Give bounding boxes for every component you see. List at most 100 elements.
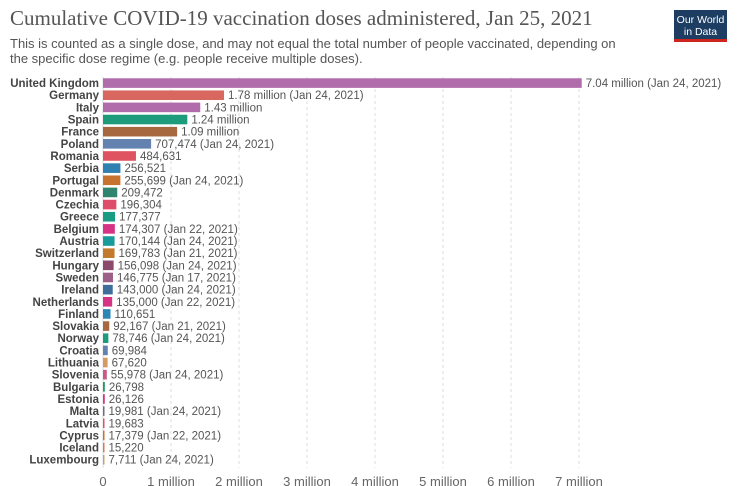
bar-value-label: 146,775 (Jan 17, 2021)	[117, 272, 236, 284]
bar-category-label: Serbia	[64, 163, 100, 175]
bar[interactable]	[103, 224, 115, 234]
bar-row[interactable]: Croatia 69,984	[59, 345, 147, 357]
bar[interactable]	[103, 442, 105, 453]
bar-value-label: 15,220	[109, 443, 144, 455]
bar-value-label: 26,798	[109, 382, 144, 394]
bar[interactable]	[103, 260, 114, 271]
bar-category-label: Italy	[76, 102, 100, 114]
bar-value-label: 484,631	[140, 151, 182, 163]
bar-value-label: 196,304	[120, 200, 162, 212]
bar[interactable]	[103, 102, 201, 113]
logo-line-1: Our World	[676, 14, 725, 26]
bar-row[interactable]: Romania 484,631	[50, 151, 181, 163]
bar-category-label: Austria	[59, 236, 99, 248]
bar-row[interactable]: Sweden 146,775 (Jan 17, 2021)	[56, 272, 237, 284]
bar-row[interactable]: Portugal 255,699 (Jan 24, 2021)	[52, 175, 243, 187]
bar[interactable]	[103, 211, 116, 222]
bar-row[interactable]: Malta 19,981 (Jan 24, 2021)	[70, 406, 222, 418]
bar[interactable]	[103, 175, 121, 186]
bar-category-label: Luxembourg	[29, 455, 99, 467]
bar[interactable]	[103, 236, 115, 246]
bar-row[interactable]: Cyprus 17,379 (Jan 22, 2021)	[59, 430, 221, 442]
owid-logo[interactable]: Our World in Data	[674, 10, 727, 42]
bar-value-label: 177,377	[119, 212, 161, 224]
bar-row[interactable]: Denmark 209,472	[50, 187, 163, 199]
bar[interactable]	[103, 248, 115, 258]
bar[interactable]	[103, 126, 178, 137]
bar-row[interactable]: Spain 1.24 million	[68, 115, 250, 127]
bar[interactable]	[103, 345, 108, 356]
x-tick-label-2: 2 million	[215, 474, 263, 486]
bar[interactable]	[103, 382, 105, 392]
bar[interactable]	[103, 78, 582, 88]
bar[interactable]	[103, 151, 136, 161]
bar[interactable]	[103, 139, 152, 149]
bar-row[interactable]: Norway 78,746 (Jan 24, 2021)	[57, 333, 225, 345]
bar-row[interactable]: Slovakia 92,167 (Jan 21, 2021)	[52, 321, 226, 333]
bar-value-label: 17,379 (Jan 22, 2021)	[109, 430, 222, 442]
bar[interactable]	[103, 333, 109, 344]
bar[interactable]	[103, 418, 105, 429]
bar-value-label: 156,098 (Jan 24, 2021)	[118, 260, 237, 272]
bar-row[interactable]: Luxembourg 7,711 (Jan 24, 2021)	[29, 455, 214, 467]
bar-row[interactable]: Hungary 156,098 (Jan 24, 2021)	[52, 260, 236, 272]
bar-row[interactable]: Ireland 143,000 (Jan 24, 2021)	[61, 285, 236, 297]
bar-row[interactable]: Austria 170,144 (Jan 24, 2021)	[59, 236, 237, 248]
bar[interactable]	[103, 199, 117, 210]
x-tick-label-5: 5 million	[419, 474, 467, 486]
bar[interactable]	[103, 296, 113, 307]
bar-category-label: Ireland	[61, 285, 99, 297]
bar-row[interactable]: Czechia 196,304	[56, 200, 163, 212]
bar-value-label: 78,746 (Jan 24, 2021)	[112, 333, 225, 345]
bar[interactable]	[103, 357, 108, 368]
bar[interactable]	[103, 272, 113, 283]
bar-row[interactable]: Latvia 19,683	[66, 418, 144, 430]
bar-category-label: Cyprus	[59, 430, 99, 442]
chart-title: Cumulative COVID-19 vaccination doses ad…	[10, 6, 593, 30]
bar[interactable]	[103, 394, 105, 404]
bar-row[interactable]: Estonia 26,126	[57, 394, 144, 406]
bar-row[interactable]: Belgium 174,307 (Jan 22, 2021)	[54, 224, 238, 236]
bar[interactable]	[103, 309, 111, 319]
bar-row[interactable]: France 1.09 million	[61, 127, 239, 139]
bar-value-label: 67,620	[112, 358, 147, 370]
bar-row[interactable]: Finland 110,651	[58, 309, 155, 321]
bar[interactable]	[103, 406, 105, 416]
bar-category-label: France	[61, 127, 99, 139]
bar-row[interactable]: Italy 1.43 million	[76, 102, 262, 114]
bar[interactable]	[103, 187, 118, 198]
bar[interactable]	[103, 454, 105, 465]
bar-value-label: 7.04 million (Jan 24, 2021)	[586, 78, 722, 90]
bar[interactable]	[103, 163, 121, 173]
bar-category-label: Lithuania	[48, 358, 100, 370]
bar-category-label: Greece	[60, 212, 99, 224]
bar-row[interactable]: Serbia 256,521	[64, 163, 166, 175]
bar-row[interactable]: Bulgaria 26,798	[53, 382, 144, 394]
bar-value-label: 135,000 (Jan 22, 2021)	[116, 297, 235, 309]
bar-row[interactable]: Lithuania 67,620	[48, 358, 147, 370]
bar-category-label: Switzerland	[35, 248, 99, 260]
bar-row[interactable]: Netherlands 135,000 (Jan 22, 2021)	[33, 297, 236, 309]
bar[interactable]	[103, 284, 113, 295]
bar-row[interactable]: Poland 707,474 (Jan 24, 2021)	[61, 139, 275, 151]
bar-category-label: Iceland	[59, 443, 99, 455]
bar[interactable]	[103, 430, 105, 441]
bar-row[interactable]: Iceland 15,220	[59, 443, 143, 455]
bar-row[interactable]: Slovenia 55,978 (Jan 24, 2021)	[52, 370, 224, 382]
bar[interactable]	[103, 321, 110, 331]
bar-category-label: Denmark	[50, 187, 100, 199]
bar-category-label: Belgium	[54, 224, 99, 236]
bars: United Kingdom 7.04 million (Jan 24, 2021…	[10, 78, 721, 467]
bar-category-label: Hungary	[52, 260, 99, 272]
bar[interactable]	[103, 114, 188, 125]
bar-row[interactable]: Switzerland 169,783 (Jan 21, 2021)	[35, 248, 238, 260]
bar-value-label: 26,126	[109, 394, 144, 406]
bar-row[interactable]: Germany 1.78 million (Jan 24, 2021)	[49, 90, 364, 102]
bar[interactable]	[103, 369, 107, 380]
bar-category-label: Finland	[58, 309, 99, 321]
bar-row[interactable]: United Kingdom 7.04 million (Jan 24, 2021…	[10, 78, 721, 90]
bar-value-label: 209,472	[121, 187, 163, 199]
bar[interactable]	[103, 90, 225, 101]
bar-value-label: 1.09 million	[181, 127, 239, 139]
bar-row[interactable]: Greece 177,377	[60, 212, 161, 224]
